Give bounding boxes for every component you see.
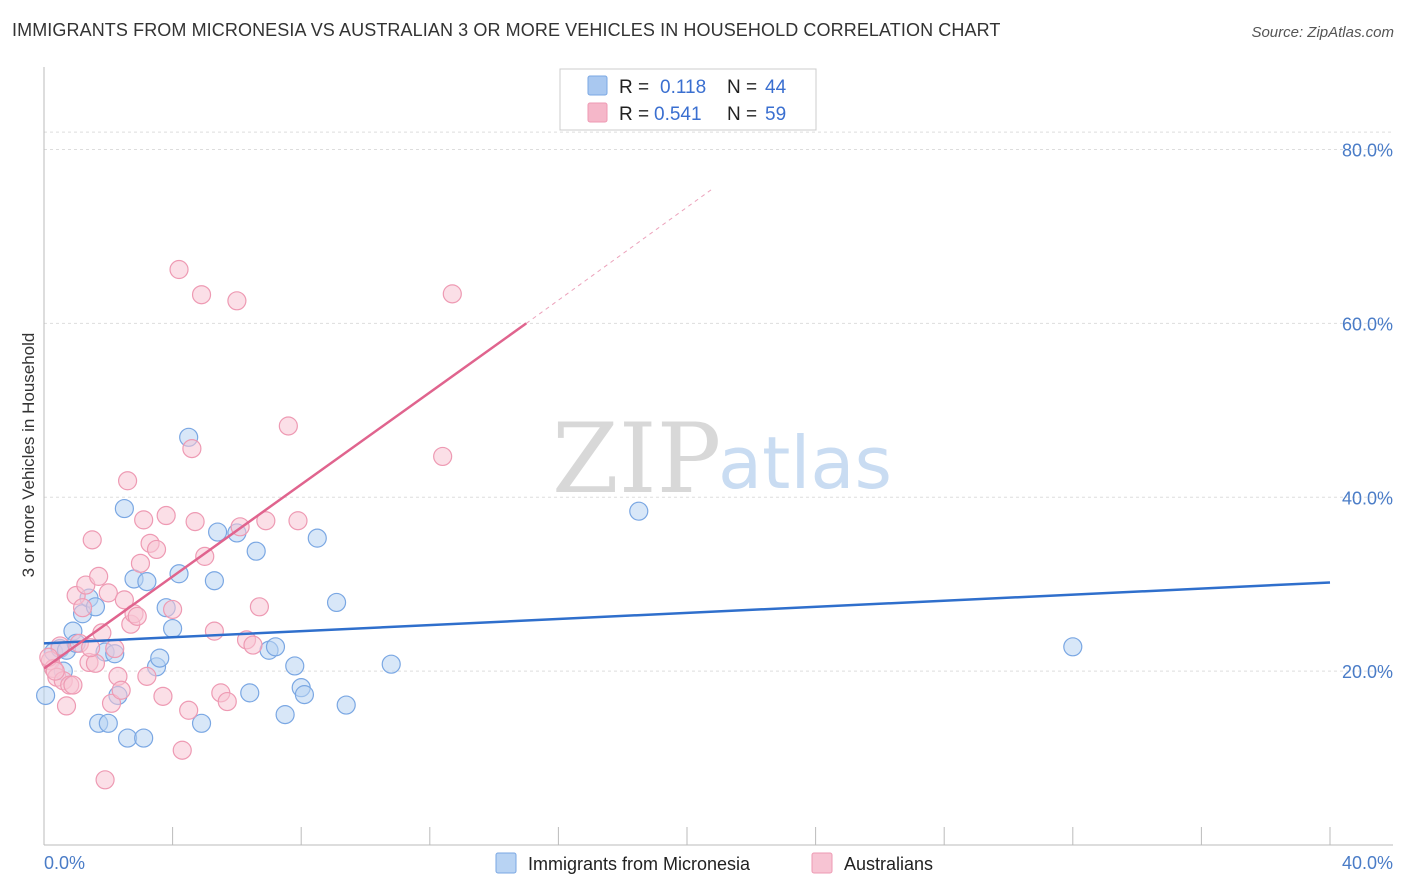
point-micronesia-16 [117,728,138,748]
point-australians-49 [243,635,263,655]
legend-n-label-blue: N = [727,77,757,98]
point-australians-29 [134,510,154,530]
watermark-atlas: atlas [718,421,892,505]
point-australians-39 [182,438,202,459]
source-credit: Source: ZipAtlas.com [1251,24,1394,41]
data-points [36,259,1083,790]
legend-r-value-blue: 0.118 [660,77,706,98]
legend-box: R = 0.118 N = 44 R = 0.541 N = 59 [559,68,817,131]
legend-r-label-blue: R = [619,77,649,98]
point-micronesia-41 [629,501,649,521]
point-micronesia-32 [265,637,286,657]
point-micronesia-38 [326,592,347,613]
legend-swatch-blue [587,75,608,96]
point-australians-20 [105,638,125,659]
grid-lines [44,131,1393,672]
point-australians-27 [127,606,147,626]
point-micronesia-29 [240,683,260,703]
bottom-legend-swatch-micronesia [495,852,517,874]
point-micronesia-12 [98,713,118,733]
point-micronesia-37 [307,528,327,548]
point-australians-51 [256,511,276,531]
point-australians-5 [56,696,77,716]
point-micronesia-15 [114,498,134,519]
point-australians-42 [195,546,215,566]
point-australians-13 [82,530,102,550]
chart-title: IMMIGRANTS FROM MICRONESIA VS AUSTRALIAN… [12,20,1001,40]
legend-r-label-pink: R = [619,104,649,125]
point-australians-28 [130,553,151,573]
legend-r-value-pink: 0.541 [654,104,702,125]
point-australians-24 [117,471,138,491]
point-australians-34 [156,505,176,526]
legend-swatch-pink [587,102,608,123]
bottom-legend-swatch-australians [811,852,833,874]
trend-lines [43,188,1331,670]
bottom-legend-label-micronesia: Immigrants from Micronesia [528,854,751,874]
point-australians-54 [433,446,453,467]
legend-n-value-blue: 44 [765,77,787,98]
point-australians-36 [169,259,189,280]
point-micronesia-34 [285,656,305,676]
point-micronesia-0 [36,685,56,706]
point-australians-45 [217,691,237,712]
point-australians-38 [179,700,199,720]
point-micronesia-23 [163,618,183,639]
point-australians-32 [146,539,167,560]
point-micronesia-27 [204,571,224,591]
y-tick-label-1: 40.0% [1342,488,1393,508]
point-australians-22 [111,680,131,700]
point-micronesia-28 [208,522,228,542]
legend-n-value-pink: 59 [765,104,786,125]
point-micronesia-21 [150,648,170,668]
point-australians-52 [278,416,298,436]
trend-line-micronesia [43,581,1331,645]
point-australians-18 [98,583,118,603]
point-micronesia-42 [1063,637,1083,657]
watermark-zip: ZIP [552,403,721,515]
trend-line-extension-australians [525,188,714,324]
point-australians-30 [137,666,157,686]
x-tick-label-max: 40.0% [1342,853,1393,873]
point-australians-53 [288,511,308,531]
point-micronesia-19 [137,571,157,592]
y-tick-labels: 20.0% 40.0% 60.0% 80.0% [1342,141,1393,683]
point-australians-7 [63,675,83,695]
watermark: ZIP atlas [552,403,892,515]
point-australians-58 [81,638,101,658]
point-australians-19 [101,693,122,713]
bottom-legend-label-australians: Australians [844,854,933,874]
trend-line-australians [43,322,527,670]
point-micronesia-39 [336,695,356,715]
point-australians-15 [89,566,109,586]
point-micronesia-36 [294,685,315,705]
point-australians-10 [72,598,93,618]
point-australians-17 [95,770,115,790]
y-tick-label-3: 80.0% [1342,141,1393,161]
point-australians-41 [191,285,212,305]
y-axis-title: 3 or more Vehicles in Household [19,333,38,578]
point-micronesia-40 [381,654,401,674]
point-micronesia-26 [191,713,212,733]
point-australians-40 [185,512,205,532]
point-australians-43 [204,621,224,641]
point-micronesia-33 [275,705,295,725]
point-australians-50 [249,597,270,617]
point-australians-57 [45,661,65,681]
y-tick-label-0: 20.0% [1342,662,1393,682]
point-micronesia-18 [134,728,154,748]
point-australians-46 [227,291,247,311]
point-australians-55 [442,284,462,304]
point-micronesia-30 [246,541,266,561]
point-australians-37 [172,740,192,760]
point-australians-33 [153,686,173,706]
point-australians-23 [114,590,134,610]
axes [43,67,1393,846]
legend-n-label-pink: N = [727,104,757,125]
x-tick-label-min: 0.0% [44,853,85,873]
point-australians-35 [163,599,183,620]
y-tick-label-2: 60.0% [1342,314,1393,334]
bottom-legend: Immigrants from Micronesia Australians [495,852,933,874]
